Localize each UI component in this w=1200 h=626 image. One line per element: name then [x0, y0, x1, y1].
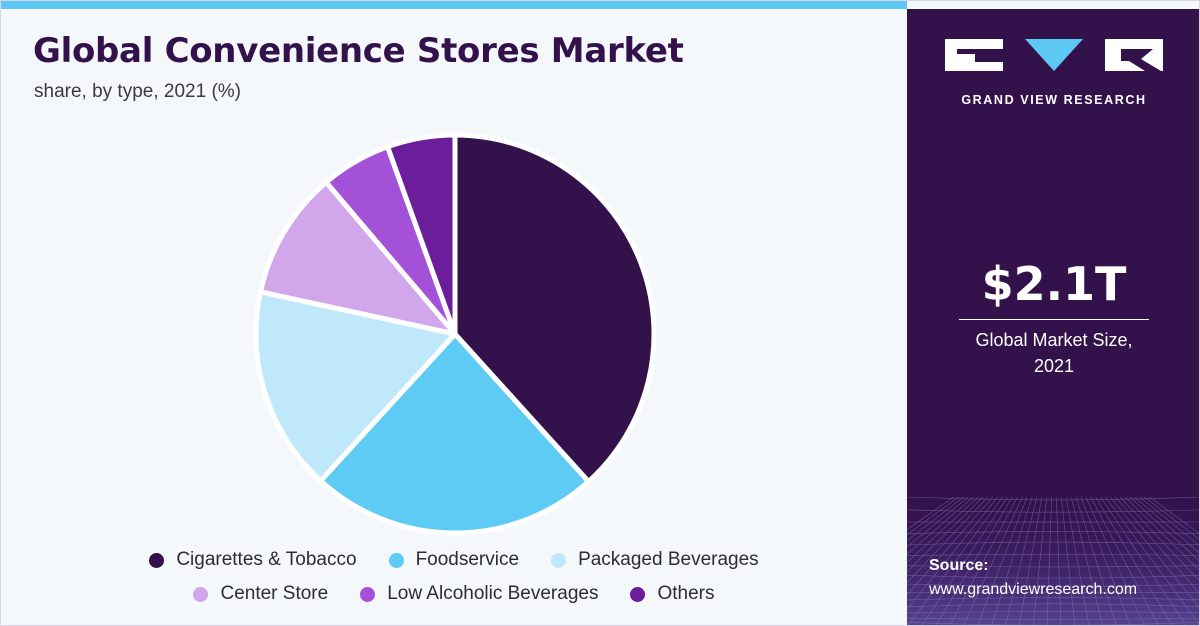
legend-swatch — [388, 552, 404, 568]
legend-row: Center Store Low Alcoholic Beverages Other… — [1, 577, 907, 611]
pie-slice-packaged-beverages — [253, 289, 458, 484]
legend-swatch — [149, 552, 165, 568]
pie-slice-center-store — [258, 179, 458, 337]
pie-slice-others — [385, 132, 458, 337]
accent-top-bar — [1, 1, 907, 9]
legend-swatch — [193, 586, 209, 602]
legend-label: Center Store — [220, 583, 329, 604]
market-size-label: Global Market Size, 2021 — [907, 327, 1199, 379]
legend-item: Low Alcoholic Beverages — [360, 583, 598, 605]
decorative-grid-background — [907, 497, 1199, 625]
legend-label: Foodservice — [415, 549, 520, 570]
legend-item: Others — [630, 583, 715, 605]
legend-item: Packaged Beverages — [551, 549, 759, 571]
market-size-value: $2.1T — [981, 257, 1127, 311]
pie-chart — [253, 132, 657, 536]
source-url: www.grandviewresearch.com — [929, 581, 1138, 598]
legend-label: Others — [657, 583, 715, 604]
legend-item: Foodservice — [388, 549, 520, 571]
legend-swatch — [360, 586, 376, 602]
side-panel: GRAND VIEW RESEARCH $2.1T Global Market … — [907, 9, 1199, 625]
legend-item: Cigarettes & Tobacco — [149, 549, 357, 571]
market-size-label-line-1: Global Market Size, — [975, 330, 1133, 350]
legend-label: Low Alcoholic Beverages — [387, 583, 599, 604]
pie-slice-cigarettes-tobacco — [452, 132, 657, 485]
source-label: Source: — [929, 557, 989, 574]
legend-swatch — [551, 552, 567, 568]
divider — [959, 319, 1149, 320]
legend-label: Packaged Beverages — [578, 549, 759, 570]
grand-view-research-logo — [945, 39, 1163, 71]
pie-slice-foodservice — [318, 331, 591, 536]
legend-swatch — [630, 586, 646, 602]
chart-title: Global Convenience Stores Market — [33, 31, 684, 71]
chart-legend: Cigarettes & Tobacco Foodservice Packaged … — [1, 543, 907, 611]
chart-subtitle: share, by type, 2021 (%) — [34, 81, 241, 102]
legend-item: Center Store — [193, 583, 328, 605]
legend-row: Cigarettes & Tobacco Foodservice Packaged … — [1, 543, 907, 577]
brand-name: GRAND VIEW RESEARCH — [961, 93, 1147, 107]
market-size-label-line-2: 2021 — [1033, 356, 1075, 376]
legend-label: Cigarettes & Tobacco — [176, 549, 357, 570]
